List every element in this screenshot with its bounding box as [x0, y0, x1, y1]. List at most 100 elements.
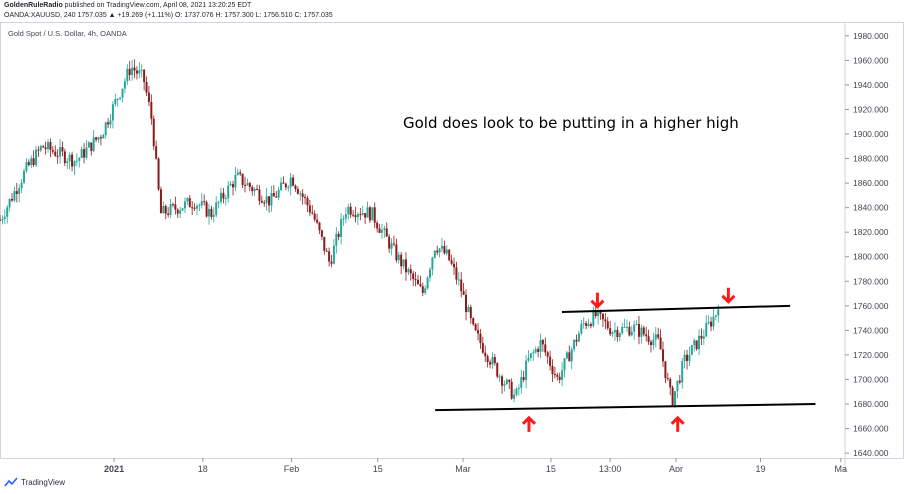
candle-body — [140, 69, 143, 71]
candle-body — [109, 120, 112, 125]
candle-body — [128, 68, 131, 75]
candle-body — [8, 198, 11, 208]
candle-body — [215, 202, 218, 216]
candle-body — [601, 313, 604, 320]
candle-body — [642, 327, 645, 335]
up-arrow-icon — [521, 415, 537, 432]
candle-body — [265, 196, 268, 204]
candle-body — [306, 198, 309, 206]
candle-body — [83, 149, 86, 158]
candle-body — [13, 191, 16, 201]
candle-body — [606, 321, 609, 329]
candle-body — [428, 269, 431, 278]
candle-body — [256, 189, 259, 191]
candle-body — [515, 388, 518, 395]
candle-body — [585, 323, 588, 327]
candle-body — [383, 228, 386, 231]
candle-body — [438, 248, 441, 253]
candle-body — [253, 189, 256, 192]
candle-body — [368, 207, 371, 221]
candle-body — [623, 326, 626, 328]
candle-body — [635, 323, 638, 325]
footer-brand: TradingView — [21, 477, 66, 487]
candle-body — [527, 357, 530, 361]
candle-body — [445, 249, 448, 254]
y-tick-label: 1640.000 — [853, 448, 889, 458]
candle-body — [234, 174, 237, 188]
candle-body — [152, 118, 155, 147]
candle-body — [390, 243, 393, 249]
y-tick-label: 1660.000 — [853, 424, 889, 434]
candle-body — [395, 244, 398, 261]
y-tick-label: 1820.000 — [853, 227, 889, 237]
candle-body — [308, 205, 311, 213]
candle-body — [695, 340, 698, 350]
y-tick-label: 1980.000 — [853, 31, 889, 41]
candle-body — [513, 394, 516, 399]
candle-body — [460, 279, 463, 292]
resistance-trendline — [561, 304, 791, 313]
candle-body — [669, 379, 672, 388]
candle-body — [671, 387, 674, 406]
candle-body — [0, 219, 1, 221]
candle-body — [39, 146, 42, 151]
candle-body — [212, 215, 215, 217]
candle-body — [529, 353, 532, 358]
candle-body — [592, 310, 595, 326]
candle-body — [323, 236, 326, 251]
candle-body — [493, 357, 496, 364]
candle-body — [356, 214, 359, 218]
candle-body — [683, 354, 686, 362]
candle-body — [210, 208, 213, 217]
y-tick-label: 1740.000 — [853, 325, 889, 335]
candle-body — [416, 279, 419, 285]
candle-body — [517, 387, 520, 389]
candle-body — [268, 196, 271, 206]
candle-body — [198, 205, 201, 207]
candle-body — [484, 352, 487, 357]
candle-body — [392, 243, 395, 245]
candle-body — [71, 154, 74, 167]
y-tick-label: 1780.000 — [853, 276, 889, 286]
candle-body — [325, 250, 328, 252]
publisher-name[interactable]: GoldenRuleRadio — [4, 2, 63, 9]
candle-body — [241, 173, 244, 186]
candle-body — [95, 137, 98, 140]
candle-body — [104, 122, 107, 136]
candle-body — [263, 202, 266, 204]
candle-body — [126, 68, 129, 82]
candle-body — [402, 259, 405, 267]
candle-body — [376, 222, 379, 229]
candle-body — [414, 279, 417, 281]
x-tick-label: Ma — [835, 464, 848, 472]
candle-body — [450, 260, 453, 264]
candle-body — [217, 201, 220, 203]
candle-body — [44, 147, 47, 150]
down-arrow-icon — [721, 287, 736, 304]
candle-body — [532, 352, 535, 354]
ohlc-readout: OANDA:XAUUSD, 240 1757.035 ▲ +19.269 (+1… — [4, 12, 333, 19]
candle-body — [275, 196, 278, 198]
candle-body — [135, 70, 138, 74]
candle-body — [501, 376, 504, 386]
chart-annotation: Gold does look to be putting in a higher… — [403, 114, 739, 132]
candle-body — [604, 319, 607, 322]
candle-body — [717, 309, 720, 316]
candle-body — [421, 286, 424, 293]
candle-body — [181, 208, 184, 211]
price-chart[interactable]: 1640.000 1660.000 1680.000 1700.000 1720.000… — [0, 22, 904, 472]
candle-body — [700, 335, 703, 339]
down-arrow-icon — [590, 292, 605, 309]
candle-body — [426, 277, 429, 289]
candle-body — [246, 183, 249, 186]
candle-body — [342, 218, 345, 220]
candle-body — [534, 349, 537, 353]
candle-body — [3, 216, 6, 220]
candle-body — [373, 207, 376, 223]
candle-body — [335, 233, 338, 246]
candle-body — [397, 254, 400, 261]
candle-body — [361, 213, 364, 215]
y-tick-label: 1960.000 — [853, 55, 889, 65]
candle-body — [25, 162, 28, 171]
candle-body — [27, 162, 30, 166]
